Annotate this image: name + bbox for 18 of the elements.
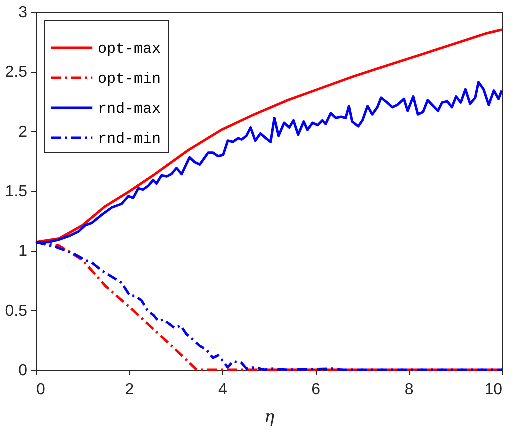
legend-label: opt-min — [98, 71, 162, 88]
x-tick-label: 8 — [404, 382, 414, 398]
x-tick-label: 0 — [36, 382, 46, 398]
y-tick-label: 1.5 — [5, 184, 28, 200]
y-tick-label: 1 — [18, 243, 28, 260]
x-tick-label: 4 — [218, 382, 228, 398]
y-tick-label: 0 — [18, 362, 28, 380]
y-tick-label: 0.5 — [5, 302, 28, 320]
x-tick-label: 10 — [484, 382, 503, 398]
y-tick-label: 3 — [18, 4, 28, 22]
legend-label: rnd-max — [98, 101, 162, 118]
x-tick-label: 6 — [312, 382, 321, 398]
x-tick-label: 2 — [125, 382, 134, 398]
y-tick-label: 2 — [18, 124, 28, 141]
y-tick-label: 2.5 — [5, 64, 28, 82]
legend-label: opt-max — [98, 41, 162, 58]
legend-label: rnd-min — [98, 131, 162, 148]
x-axis-title: η — [264, 408, 276, 428]
